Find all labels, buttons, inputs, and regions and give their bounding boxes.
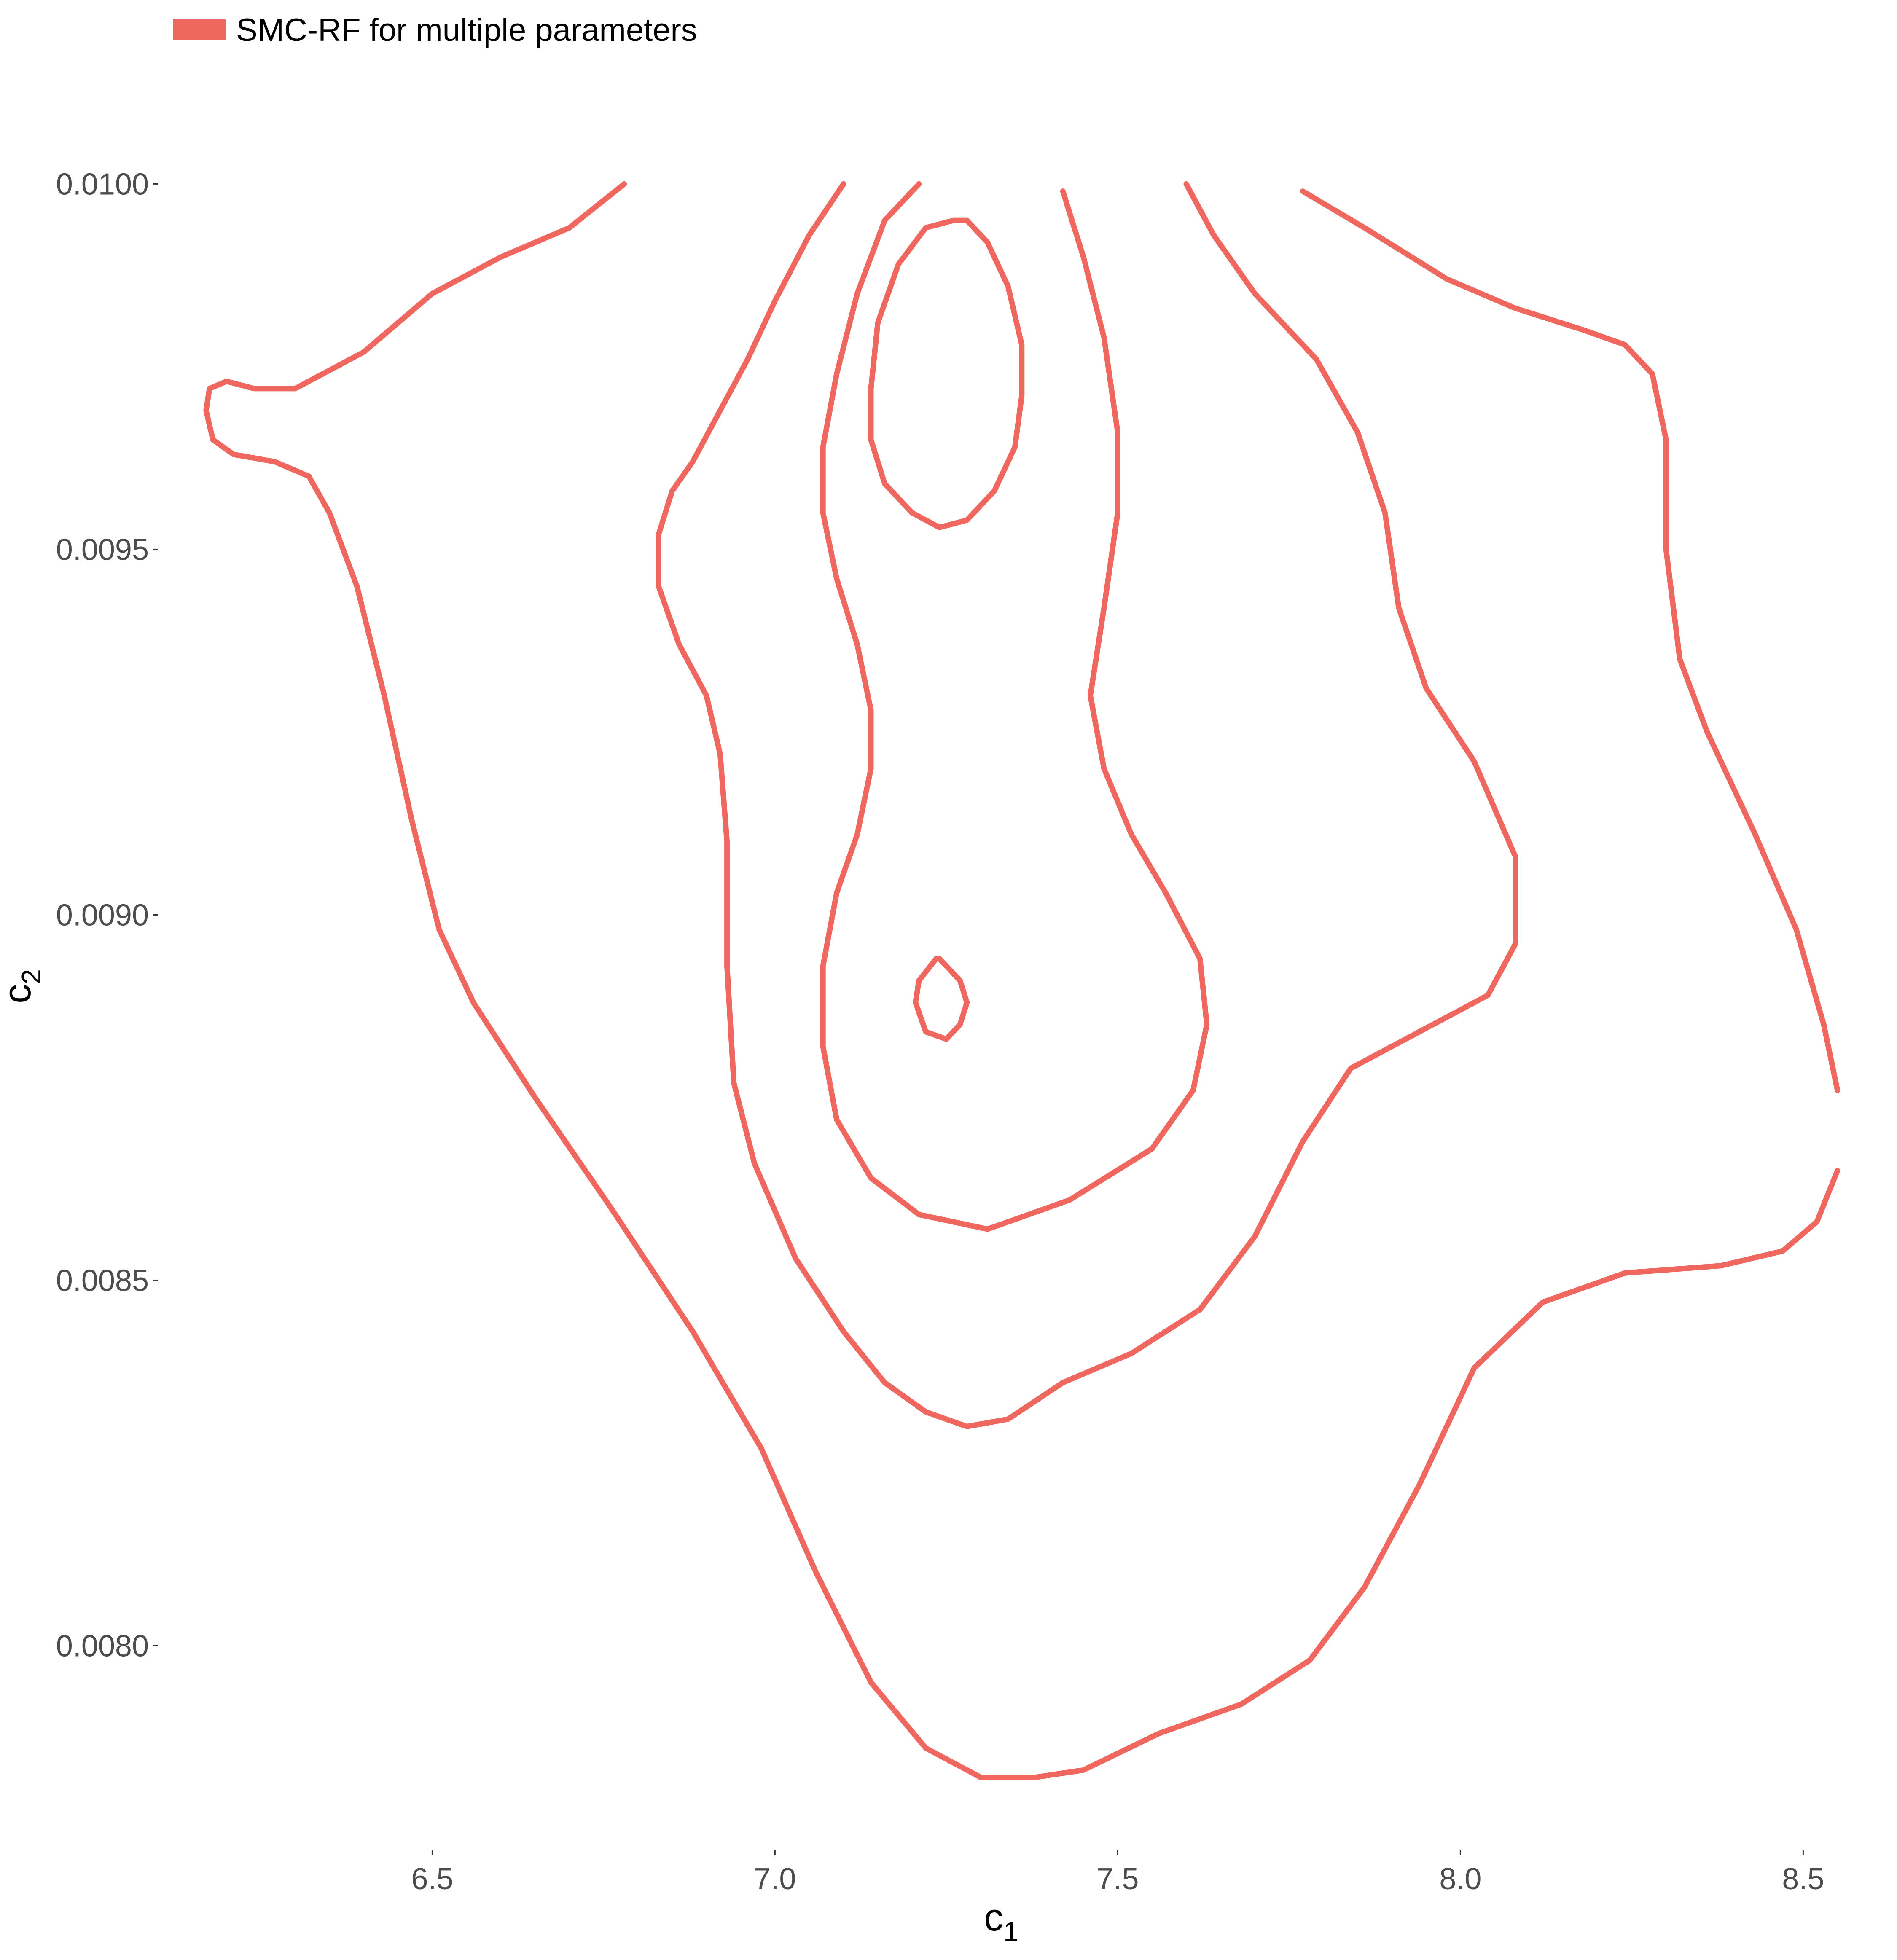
x-tick-label: 6.5: [411, 1862, 453, 1896]
legend: SMC-RF for multiple parameters: [173, 12, 697, 48]
x-tick-label: 7.5: [1096, 1862, 1139, 1896]
y-tick-label: 0.0080: [56, 1629, 149, 1663]
legend-label: SMC-RF for multiple parameters: [236, 12, 697, 48]
y-axis: 0.0080 0.0085 0.0090 0.0095 0.0100: [56, 167, 158, 1663]
y-axis-title-main: c: [0, 984, 39, 1004]
y-tick-label: 0.0100: [56, 167, 149, 201]
x-axis-title: c1: [984, 1896, 1018, 1947]
y-tick-label: 0.0090: [56, 898, 149, 932]
x-tick-label: 8.0: [1439, 1862, 1481, 1896]
plot-area: [203, 181, 1841, 1780]
contour-line: [913, 956, 970, 1042]
legend-swatch: [173, 19, 226, 40]
contour-line: [203, 181, 1841, 1780]
x-tick-label: 7.0: [754, 1862, 796, 1896]
contour-line: [868, 217, 1025, 530]
y-axis-title-subscript: 2: [16, 969, 46, 984]
contour-line: [820, 181, 1210, 1232]
y-tick-label: 0.0085: [56, 1264, 149, 1297]
x-tick-label: 8.5: [1782, 1862, 1824, 1896]
y-axis-title: c2: [0, 969, 46, 1004]
y-tick-label: 0.0095: [56, 533, 149, 567]
contour-line: [656, 181, 1518, 1429]
x-axis-title-subscript: 1: [1003, 1916, 1018, 1947]
contour-line: [1300, 188, 1841, 1093]
x-axis-title-main: c: [984, 1896, 1003, 1939]
x-axis: 6.5 7.0 7.5 8.0 8.5: [411, 1850, 1824, 1896]
